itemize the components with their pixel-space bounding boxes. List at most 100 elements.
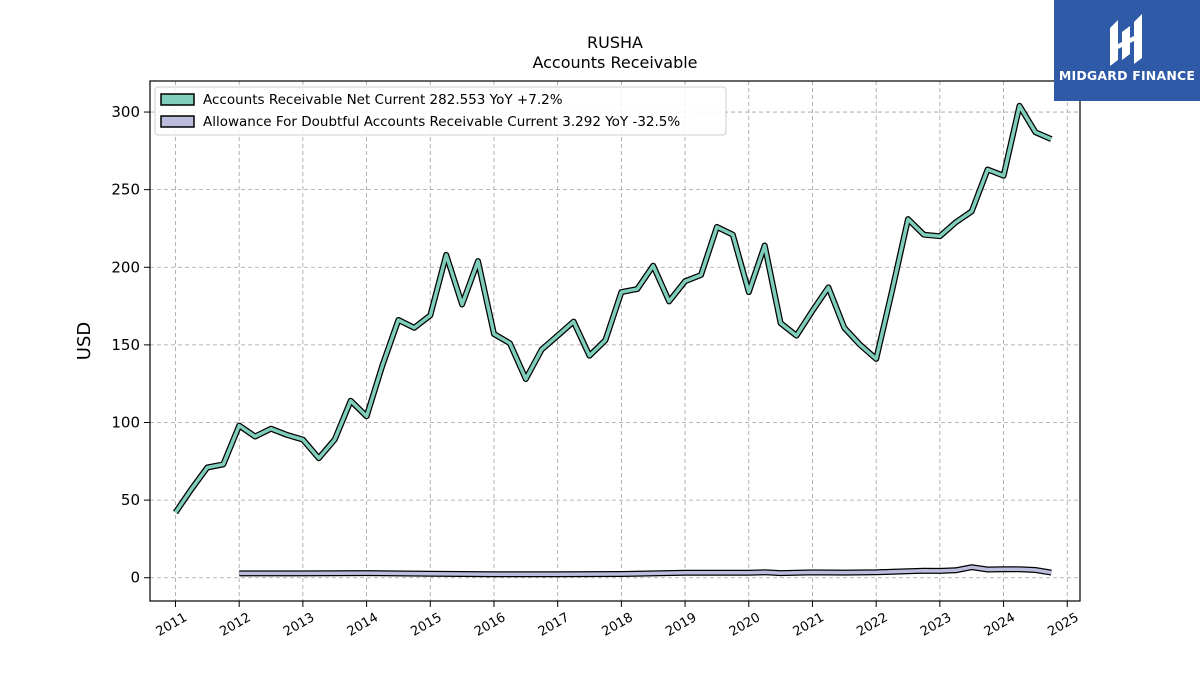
data-point xyxy=(986,168,989,171)
data-point xyxy=(636,288,639,291)
data-point xyxy=(1002,174,1005,177)
x-tick-label: 2012 xyxy=(217,610,253,640)
series-layer xyxy=(173,102,1053,578)
x-tick-label: 2022 xyxy=(854,610,890,640)
data-point xyxy=(763,244,766,247)
y-tick-label: 50 xyxy=(121,491,140,509)
series-line-allowance xyxy=(239,565,1052,577)
x-tick-label: 2019 xyxy=(663,610,699,640)
data-point xyxy=(492,573,495,576)
legend-swatch-receivable xyxy=(160,93,195,106)
data-point xyxy=(508,342,511,345)
data-point xyxy=(397,319,400,322)
x-tick-label: 2014 xyxy=(345,610,381,640)
y-axis: 0 50 100 150 200 250 300 xyxy=(111,103,150,587)
data-point xyxy=(317,457,320,460)
data-point xyxy=(907,570,910,573)
series-line-receivable xyxy=(174,104,1052,514)
data-point xyxy=(540,348,543,351)
data-point xyxy=(572,320,575,323)
data-point xyxy=(492,333,495,336)
data-point xyxy=(811,571,814,574)
data-point xyxy=(779,322,782,325)
data-point xyxy=(1050,571,1053,574)
x-tick-label: 2016 xyxy=(472,610,508,640)
data-point xyxy=(381,364,384,367)
y-tick-label: 300 xyxy=(111,103,140,121)
logo-mark-icon xyxy=(1110,14,1142,66)
data-point xyxy=(922,569,925,572)
data-point xyxy=(747,291,750,294)
data-point xyxy=(301,572,304,575)
y-tick-label: 150 xyxy=(111,336,140,354)
data-point xyxy=(365,415,368,418)
y-tick-label: 0 xyxy=(130,569,140,587)
data-point xyxy=(795,334,798,337)
data-point xyxy=(588,354,591,357)
data-point xyxy=(938,569,941,572)
midgard-finance-logo: MIDGARD FINANCE xyxy=(1054,0,1200,101)
y-tick-label: 200 xyxy=(111,258,140,276)
data-point xyxy=(556,334,559,337)
data-point xyxy=(429,572,432,575)
data-point xyxy=(715,225,718,228)
data-point xyxy=(620,572,623,575)
data-point xyxy=(620,291,623,294)
data-point xyxy=(684,280,687,283)
data-point xyxy=(1034,568,1037,571)
data-point xyxy=(970,566,973,569)
data-point xyxy=(429,314,432,317)
data-point xyxy=(907,218,910,221)
data-point xyxy=(954,221,957,224)
data-point xyxy=(445,253,448,256)
data-point xyxy=(349,399,352,402)
data-point xyxy=(747,571,750,574)
y-axis-label: USD xyxy=(74,322,95,360)
y-tick-label: 250 xyxy=(111,181,140,199)
data-point xyxy=(1050,138,1053,141)
data-point xyxy=(1002,568,1005,571)
x-tick-label: 2015 xyxy=(408,610,444,640)
data-point xyxy=(859,343,862,346)
data-point xyxy=(954,569,957,572)
legend-label-allowance: Allowance For Doubtful Accounts Receivab… xyxy=(203,114,680,130)
y-tick-label: 100 xyxy=(111,413,140,431)
data-point xyxy=(699,274,702,277)
data-point xyxy=(556,573,559,576)
x-tick-label: 2021 xyxy=(791,610,827,640)
data-point xyxy=(652,264,655,267)
data-point xyxy=(604,339,607,342)
data-point xyxy=(1018,104,1021,107)
legend-label-receivable: Accounts Receivable Net Current 282.553 … xyxy=(203,92,563,108)
data-point xyxy=(1018,568,1021,571)
data-point xyxy=(190,488,193,491)
data-point xyxy=(174,511,177,514)
data-point xyxy=(333,438,336,441)
data-point xyxy=(668,300,671,303)
data-point xyxy=(477,260,480,263)
x-axis: 2011 2012 2013 2014 2015 2016 2017 2018 2019 2020… xyxy=(154,601,1082,640)
legend-box xyxy=(154,86,727,136)
data-point xyxy=(238,424,241,427)
x-tick-label: 2024 xyxy=(982,610,1018,640)
x-tick-label: 2017 xyxy=(536,610,572,640)
data-point xyxy=(270,427,273,430)
data-point xyxy=(413,326,416,329)
data-point xyxy=(222,463,225,466)
x-tick-label: 2020 xyxy=(727,610,763,640)
data-point xyxy=(811,309,814,312)
plot-frame xyxy=(149,80,1081,602)
data-point xyxy=(206,466,209,469)
data-point xyxy=(763,571,766,574)
legend-swatch-allowance xyxy=(160,115,195,128)
data-point xyxy=(684,571,687,574)
grid xyxy=(150,81,1080,601)
data-point xyxy=(285,433,288,436)
data-point xyxy=(301,438,304,441)
data-point xyxy=(779,572,782,575)
x-tick-label: 2023 xyxy=(918,610,954,640)
series-line-receivable-outline xyxy=(173,102,1053,515)
chart-subtitle: Accounts Receivable xyxy=(532,53,697,72)
data-point xyxy=(461,303,464,306)
